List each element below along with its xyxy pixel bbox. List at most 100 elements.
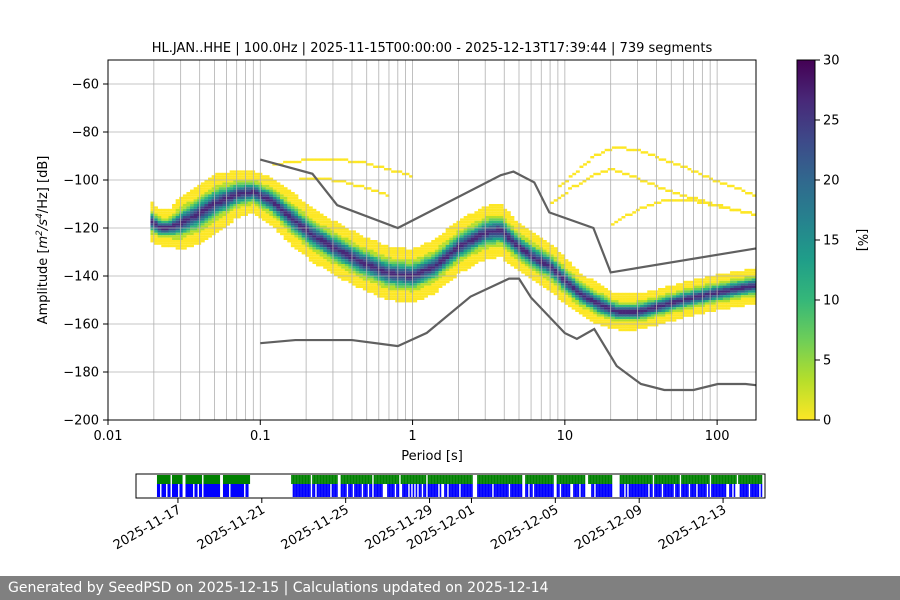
heatmap-cell xyxy=(301,216,306,219)
heatmap-cell xyxy=(661,292,666,296)
heatmap-cell xyxy=(726,304,731,308)
x-axis-label: Period [s] xyxy=(401,449,463,464)
timeline-bar-lower xyxy=(318,484,320,497)
heatmap-cell xyxy=(168,225,173,228)
heatmap-cell xyxy=(298,228,302,231)
heatmap-cell xyxy=(161,211,166,214)
heatmap-cell xyxy=(262,192,266,195)
heatmap-cell xyxy=(550,266,554,269)
heatmap-cell xyxy=(276,208,281,212)
heatmap-cell xyxy=(240,208,245,212)
heatmap-cell xyxy=(280,216,284,219)
heatmap-cell xyxy=(244,211,248,214)
timeline-bar-upper xyxy=(468,475,470,484)
heatmap-cell xyxy=(204,213,209,216)
heatmap-cell xyxy=(323,230,328,233)
heatmap-cell xyxy=(182,216,187,219)
heatmap-cell xyxy=(719,288,724,291)
heatmap-cell xyxy=(208,220,212,224)
heatmap-cell xyxy=(226,180,230,183)
heatmap-cell xyxy=(208,208,212,212)
heatmap-cell xyxy=(600,324,605,327)
heatmap-cell xyxy=(524,273,529,276)
heatmap-cell xyxy=(211,213,216,216)
heatmap-cell xyxy=(319,264,324,267)
heatmap-cell xyxy=(233,187,238,190)
heatmap-cell xyxy=(287,216,292,219)
heatmap-cell xyxy=(326,244,331,248)
heatmap-cell xyxy=(391,292,396,296)
heatmap-cell xyxy=(168,235,173,238)
heatmap-cell xyxy=(694,295,698,298)
heatmap-cell xyxy=(517,249,522,252)
timeline-bar-lower xyxy=(448,484,451,497)
heatmap-cell xyxy=(514,225,518,228)
psd-figure: 0.01 0.1 1 10 100 −60−80−100−120−140−160−180… xyxy=(35,41,869,553)
heatmap-cell xyxy=(704,285,709,288)
heatmap-cell xyxy=(582,304,587,308)
heatmap-cell xyxy=(190,206,194,209)
heatmap-cell xyxy=(442,276,446,279)
heatmap-cell xyxy=(337,256,342,260)
heatmap-cell xyxy=(229,172,234,176)
heatmap-cell xyxy=(575,300,580,303)
heatmap-cell xyxy=(265,218,270,221)
heatmap-cell xyxy=(197,216,202,219)
timeline-bar-lower xyxy=(703,484,706,497)
heatmap-cell xyxy=(726,292,731,296)
heatmap-cell xyxy=(571,271,576,274)
heatmap-cell xyxy=(395,290,400,293)
heatmap-cell xyxy=(312,232,317,236)
heatmap-cell xyxy=(186,218,191,221)
heatmap-cell xyxy=(154,237,158,240)
heatmap-cell xyxy=(427,242,432,245)
heatmap-cell xyxy=(449,232,454,236)
timeline-bar-upper xyxy=(492,475,494,484)
heatmap-cell xyxy=(614,297,619,300)
heatmap-cell xyxy=(211,228,216,231)
heatmap-cell xyxy=(190,230,194,233)
heatmap-cell xyxy=(244,182,248,185)
heatmap-cell xyxy=(492,218,497,221)
heatmap-cell xyxy=(744,280,749,284)
heatmap-cell xyxy=(308,213,313,216)
heatmap-cell xyxy=(308,223,313,226)
heatmap-cell xyxy=(604,295,608,298)
heatmap-cell xyxy=(676,290,680,293)
heatmap-cell xyxy=(434,237,439,240)
heatmap-cell xyxy=(380,295,385,298)
timeline-bar-upper xyxy=(195,475,198,484)
heatmap-cell xyxy=(647,292,652,296)
heatmap-cell xyxy=(172,235,176,238)
heatmap-cell xyxy=(276,216,281,219)
heatmap-cell xyxy=(478,259,482,262)
heatmap-cell xyxy=(672,316,677,320)
heatmap-cell xyxy=(528,240,533,243)
heatmap-cell xyxy=(748,300,752,303)
heatmap-cell xyxy=(290,208,295,212)
heatmap-cell xyxy=(388,285,392,288)
timeline-bar-lower xyxy=(645,484,647,497)
heatmap-cell xyxy=(427,292,432,296)
heatmap-cell xyxy=(395,300,400,303)
heatmap-cell xyxy=(420,252,425,255)
heatmap-cell xyxy=(157,223,162,226)
heatmap-cell xyxy=(380,266,385,269)
heatmap-cell xyxy=(740,295,745,298)
heatmap-cell xyxy=(485,218,490,221)
timeline-bar-upper xyxy=(212,475,215,484)
heatmap-cell xyxy=(445,256,450,260)
heatmap-cell xyxy=(715,300,720,303)
heatmap-cell xyxy=(510,242,515,245)
heatmap-cell xyxy=(269,192,274,195)
heatmap-cell xyxy=(470,213,475,216)
heatmap-cell xyxy=(193,199,198,202)
heatmap-cell xyxy=(672,192,677,195)
timeline-bar-upper xyxy=(210,475,213,484)
heatmap-cell xyxy=(571,297,576,300)
heatmap-cell xyxy=(218,199,223,202)
heatmap-cell xyxy=(460,228,464,231)
heatmap-cell xyxy=(550,278,554,281)
heatmap-cell xyxy=(182,199,187,202)
heatmap-cell xyxy=(474,223,479,226)
